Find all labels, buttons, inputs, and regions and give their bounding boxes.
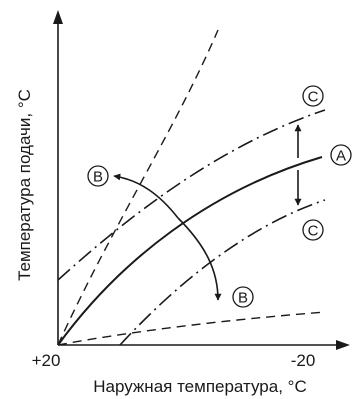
svg-text:B: B <box>238 290 248 307</box>
x-axis-arrow-icon <box>336 340 350 350</box>
svg-text:B: B <box>93 169 103 186</box>
svg-text:A: A <box>336 148 346 165</box>
svg-text:C: C <box>308 89 319 106</box>
curve-flat-dashed <box>57 311 326 346</box>
y-axis-arrow-icon <box>53 10 63 24</box>
curve-steep-dashed <box>57 29 219 346</box>
y-axis-label: Температура подачи, °C <box>15 89 34 281</box>
x-axis-label: Наружная температура, °C <box>93 377 306 396</box>
marker-c-top: C <box>302 85 324 107</box>
curve-shift-up <box>57 109 326 281</box>
svg-text:C: C <box>308 223 319 240</box>
marker-a: A <box>330 144 352 166</box>
curve-shift-down <box>119 199 326 346</box>
slope-arrow-down <box>177 217 222 301</box>
slope-arrow-up <box>113 173 179 219</box>
marker-b-lower: B <box>232 286 254 308</box>
marker-c-bottom: C <box>302 219 324 241</box>
x-tick-right: -20 <box>291 351 316 370</box>
x-tick-left: +20 <box>32 351 61 370</box>
curve-a-solid <box>57 156 323 346</box>
marker-b-upper: B <box>87 165 109 187</box>
